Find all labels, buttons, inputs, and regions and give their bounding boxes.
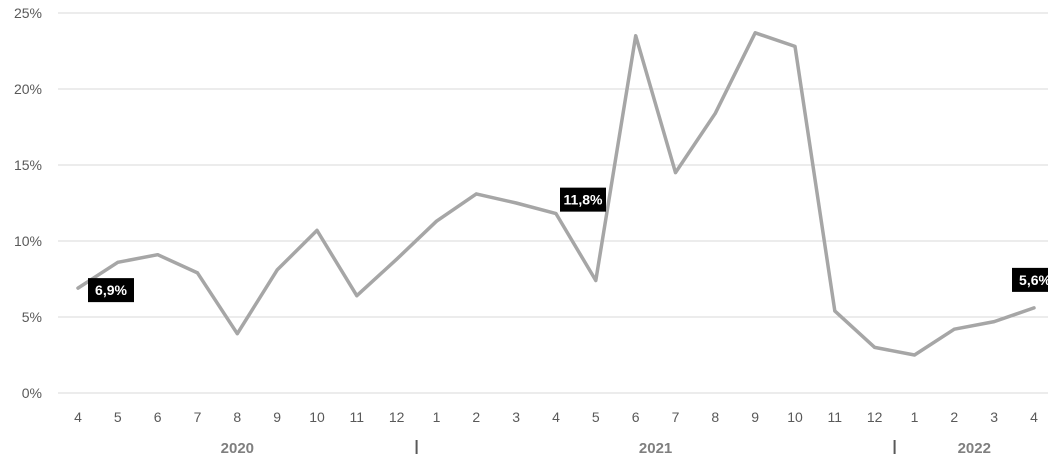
x-axis-ticks: 4 5 6 7 8 9 10 11 12 1 2 3 4 5 6 7 8 9 10 11 12 1 2 3 4 [74, 409, 1038, 425]
series-line [76, 31, 1036, 357]
x-tick-label: 5 [114, 409, 122, 425]
data-point [76, 286, 80, 290]
x-tick-label: 5 [592, 409, 600, 425]
data-point [514, 201, 518, 205]
x-tick-label: 4 [74, 409, 82, 425]
data-point [873, 345, 877, 349]
x-tick-label: 12 [867, 409, 883, 425]
data-point [713, 111, 717, 115]
data-label: 5,6% [1012, 267, 1048, 292]
data-label-text: 6,9% [95, 282, 127, 298]
y-tick-label: 25% [14, 5, 42, 21]
x-tick-label: 11 [350, 409, 365, 425]
data-point [435, 219, 438, 223]
data-point [634, 34, 638, 38]
series-group [76, 31, 1036, 357]
data-point [793, 44, 797, 48]
data-label: 6,9% [88, 278, 134, 303]
x-tick-label: 8 [233, 409, 241, 425]
data-label-text: 11,8% [564, 192, 603, 208]
data-callouts: 6,9% 11,8% 5,6% [88, 187, 1048, 303]
data-point [395, 257, 399, 261]
x-tick-label: 6 [154, 409, 162, 425]
data-point [315, 228, 319, 232]
x-tick-label: 10 [787, 409, 803, 425]
data-point [554, 212, 558, 216]
data-label-box [88, 278, 134, 303]
x-tick-label: 10 [309, 409, 325, 425]
x-tick-label: 3 [990, 409, 998, 425]
data-point [235, 332, 239, 336]
x-tick-label: 3 [512, 409, 520, 425]
data-point [196, 271, 199, 275]
x-tick-label: 12 [389, 409, 405, 425]
y-tick-label: 5% [22, 309, 42, 325]
data-point [952, 327, 956, 331]
x-tick-label: 1 [911, 409, 919, 425]
y-tick-label: 20% [14, 81, 42, 97]
year-label: 2022 [958, 440, 991, 457]
x-tick-label: 9 [751, 409, 759, 425]
x-tick-label: 4 [1030, 409, 1038, 425]
year-label: 2021 [639, 440, 672, 457]
x-tick-label: 9 [273, 409, 281, 425]
x-tick-label: 2 [950, 409, 958, 425]
x-tick-label: 1 [433, 409, 441, 425]
gridlines [58, 12, 1048, 318]
y-tick-label: 0% [22, 385, 42, 401]
data-label: 11,8% [560, 187, 606, 212]
x-tick-label: 4 [552, 409, 560, 425]
x-tick-label: 7 [194, 409, 202, 425]
data-point [992, 320, 996, 324]
y-tick-label: 15% [14, 157, 42, 173]
data-point [1032, 306, 1036, 310]
data-point [474, 192, 478, 196]
data-label-box [560, 187, 606, 212]
x-tick-label: 7 [672, 409, 680, 425]
data-point [594, 279, 598, 283]
y-tick-label: 10% [14, 233, 42, 249]
x-tick-label: 8 [711, 409, 719, 425]
data-point [275, 268, 279, 272]
data-point [156, 253, 160, 257]
x-tick-label: 6 [632, 409, 640, 425]
data-label-box [1012, 267, 1048, 292]
x-tick-label: 2 [472, 409, 480, 425]
data-point [355, 294, 359, 298]
data-point [116, 260, 120, 264]
y-axis-ticks: 0% 5% 10% 15% 20% 25% [14, 5, 42, 401]
data-point [753, 31, 757, 35]
data-point [674, 171, 677, 175]
year-label: 2020 [221, 440, 254, 457]
data-point [913, 353, 916, 357]
x-tick-label: 11 [828, 409, 843, 425]
year-labels: 2020 2021 2022 [221, 440, 991, 457]
data-label-text: 5,6% [1019, 272, 1048, 288]
data-point [833, 309, 837, 313]
